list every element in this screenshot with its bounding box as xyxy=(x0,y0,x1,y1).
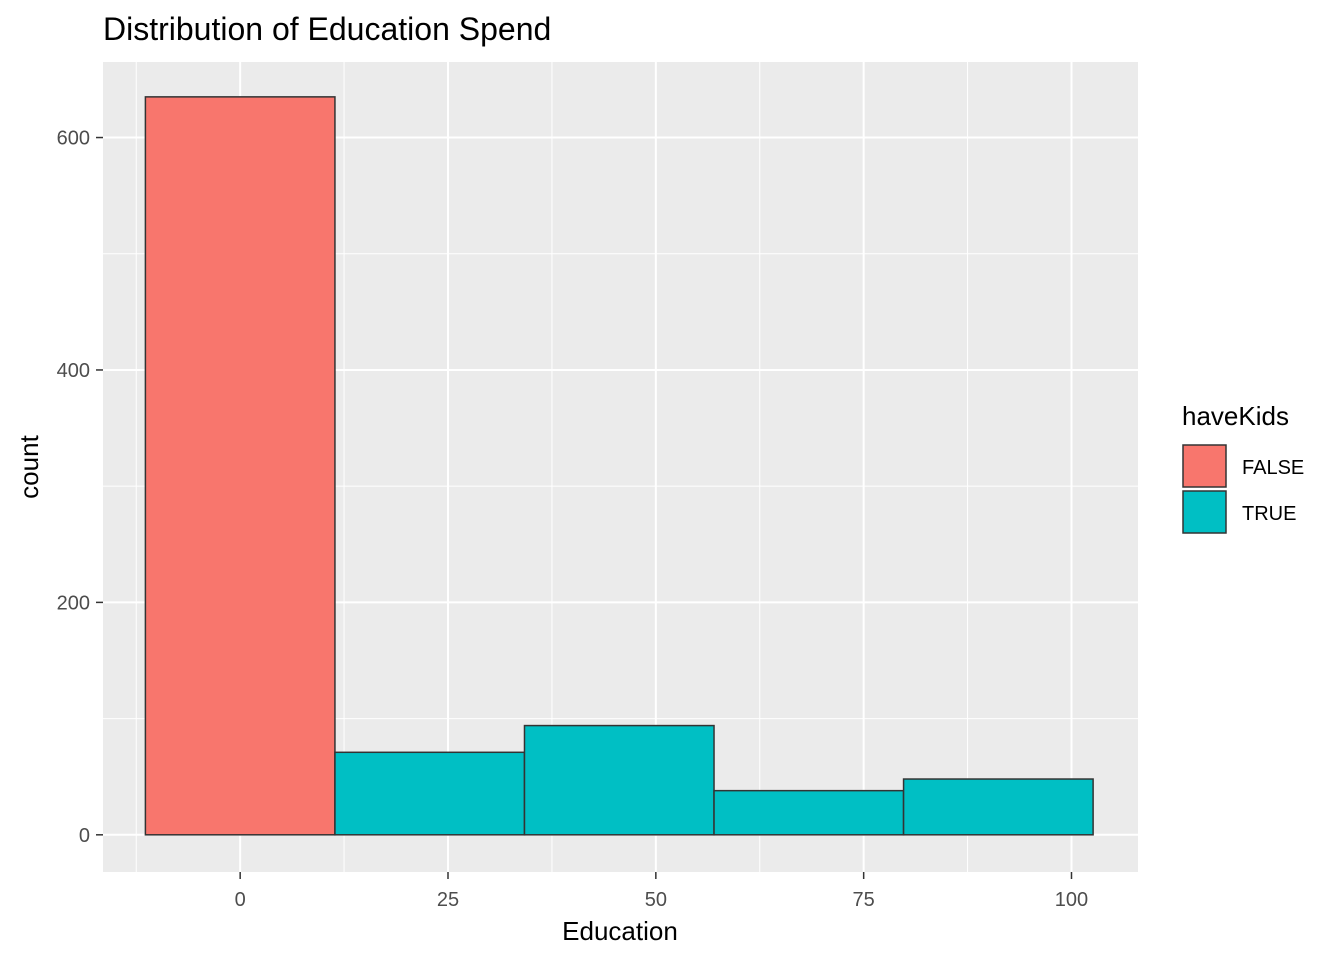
x-axis-title: Education xyxy=(562,916,678,946)
legend-label-true: TRUE xyxy=(1242,503,1296,525)
bar-2 xyxy=(523,724,715,836)
bar-3 xyxy=(713,789,905,836)
x-tick-label: 75 xyxy=(853,889,875,911)
bars xyxy=(144,96,1094,836)
y-tick-label: 400 xyxy=(57,360,90,382)
bar-0 xyxy=(144,96,336,836)
x-axis: 0 25 50 75 100 xyxy=(235,872,1088,911)
x-tick-label: 0 xyxy=(235,889,246,911)
y-axis-title: count xyxy=(14,434,44,498)
legend-title: haveKids xyxy=(1182,401,1289,431)
y-axis: 0 200 400 600 xyxy=(57,128,103,847)
x-tick-label: 100 xyxy=(1055,889,1088,911)
legend-key-true xyxy=(1182,490,1227,534)
legend-label-false: FALSE xyxy=(1242,457,1304,479)
y-tick-label: 0 xyxy=(79,825,90,847)
chart-title: Distribution of Education Spend xyxy=(103,11,551,47)
y-tick-label: 200 xyxy=(57,592,90,614)
legend-key-false xyxy=(1182,444,1227,488)
y-tick-label: 600 xyxy=(57,128,90,150)
bar-4 xyxy=(902,778,1094,836)
x-tick-label: 50 xyxy=(645,889,667,911)
legend: haveKids FALSE TRUE xyxy=(1182,401,1304,534)
x-tick-label: 25 xyxy=(437,889,459,911)
bar-1 xyxy=(334,751,526,836)
